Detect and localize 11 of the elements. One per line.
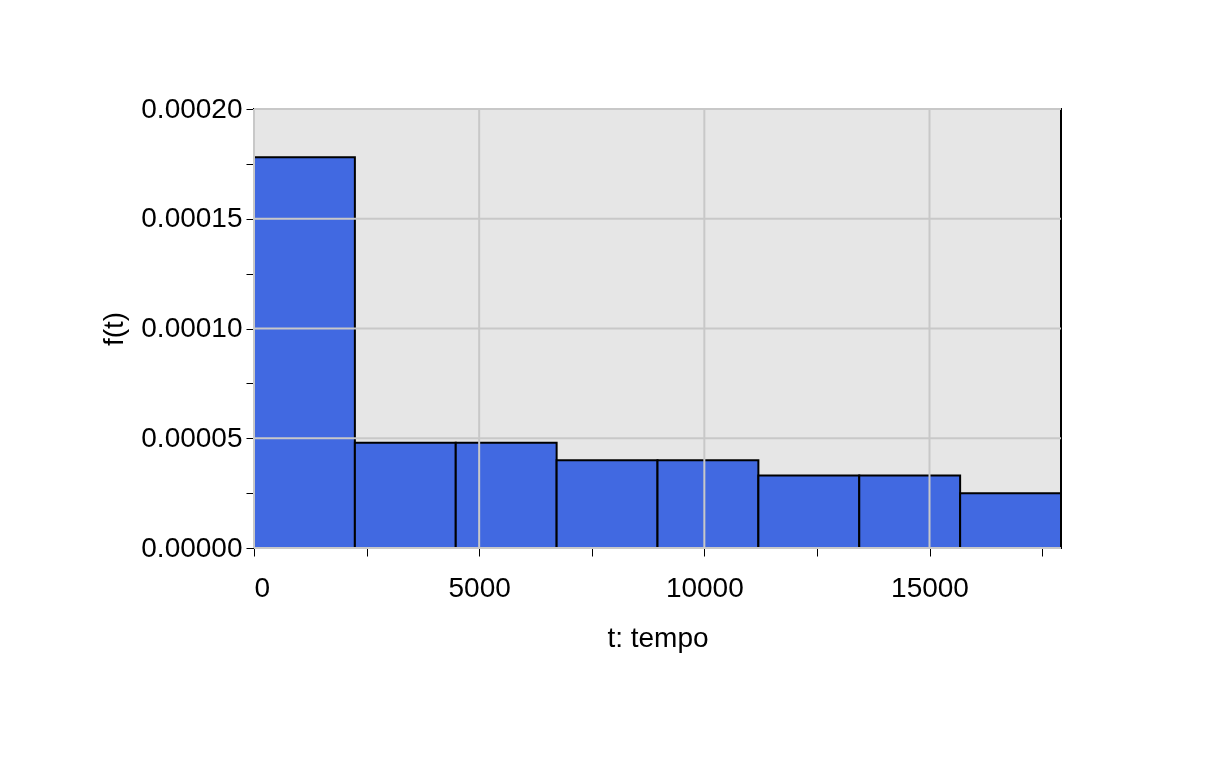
x-axis-title: t: tempo xyxy=(607,621,709,653)
y-axis-title: f(t) xyxy=(98,311,130,347)
x-tick-label: 0 xyxy=(254,571,271,603)
y-tick-label: 0.00000 xyxy=(141,531,243,563)
x-tick-label: 5000 xyxy=(448,571,511,603)
x-tick-label: 15000 xyxy=(891,571,969,603)
y-tick-label: 0.00015 xyxy=(141,202,243,234)
y-tick-label: 0.00005 xyxy=(141,421,243,453)
y-tick-label: 0.00010 xyxy=(141,312,243,343)
y-tick-label: 0.00020 xyxy=(141,92,243,124)
x-tick-label: 10000 xyxy=(665,571,744,603)
